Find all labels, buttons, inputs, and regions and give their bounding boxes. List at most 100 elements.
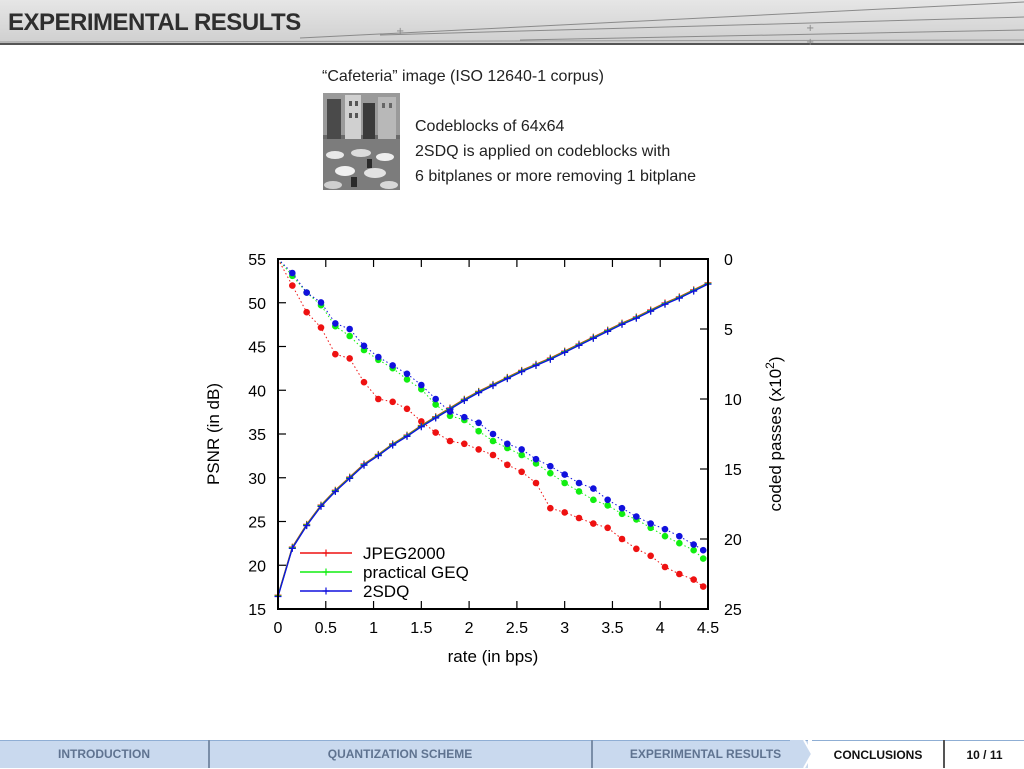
passes-point: [575, 514, 583, 522]
header-decoration: + + +: [0, 0, 1024, 46]
y-tick-label: 15: [248, 602, 266, 619]
description-line: 2SDQ is applied on codeblocks with: [415, 143, 671, 160]
passes-point: [647, 520, 654, 527]
psnr-point: [661, 300, 669, 308]
y2-tick-label: 5: [724, 322, 733, 339]
psnr-point: [417, 423, 425, 431]
psnr-point: [489, 382, 497, 390]
svg-text:+: +: [806, 37, 814, 46]
nav-separator: [591, 740, 593, 768]
passes-point: [418, 381, 425, 389]
passes-point: [561, 471, 568, 478]
passes-point: [303, 289, 310, 296]
x-tick-label: 3: [560, 620, 569, 637]
y-tick-label: 25: [248, 515, 266, 532]
passes-point: [432, 401, 439, 408]
y-tick-label: 55: [248, 252, 266, 269]
y2-tick-label: 15: [724, 462, 742, 479]
x-tick-label: 1.5: [410, 620, 432, 637]
x-axis-label: rate (in bps): [448, 647, 539, 666]
psnr-point: [561, 348, 569, 356]
psnr-point: [503, 375, 511, 383]
psnr-point: [374, 452, 382, 460]
passes-point: [332, 320, 339, 327]
slide-title: EXPERIMENTAL RESULTS: [8, 9, 301, 36]
x-tick-label: 2.5: [506, 620, 528, 637]
psnr-point: [317, 502, 325, 510]
passes-point: [389, 398, 396, 406]
footer-nav: INTRODUCTION QUANTIZATION SCHEME EXPERIM…: [0, 740, 1024, 768]
psnr-point: [618, 320, 626, 328]
passes-point: [690, 541, 697, 548]
passes-point: [403, 370, 411, 378]
passes-point: [346, 325, 353, 333]
psnr-point: [346, 474, 354, 482]
nav-conclusions[interactable]: CONCLUSIONS: [812, 740, 944, 768]
description-line: 6 bitplanes or more removing 1 bitplane: [415, 168, 697, 185]
passes-point: [676, 539, 683, 547]
nav-experimental-results[interactable]: EXPERIMENTAL RESULTS: [629, 747, 782, 761]
psnr-point: [446, 405, 454, 413]
y-tick-label: 20: [248, 558, 266, 575]
passes-point: [360, 378, 368, 386]
x-tick-label: 0.5: [315, 620, 337, 637]
passes-point: [389, 362, 396, 369]
y-tick-label: 50: [248, 296, 266, 313]
passes-point: [375, 353, 382, 361]
nav-quantization-scheme[interactable]: QUANTIZATION SCHEME: [327, 747, 473, 761]
svg-text:+: +: [396, 26, 404, 37]
legend-label: practical GEQ: [363, 563, 469, 582]
passes-point: [604, 502, 611, 509]
passes-point: [403, 405, 411, 413]
psnr-point: [475, 389, 483, 397]
passes-point: [547, 469, 554, 477]
passes-point: [590, 520, 597, 527]
psnr-point: [432, 414, 440, 422]
cafeteria-image-thumbnail: [323, 93, 400, 190]
passes-point: [618, 504, 626, 512]
psnr-point: [589, 334, 597, 342]
passes-point: [317, 299, 325, 306]
psnr-point: [303, 522, 311, 530]
x-tick-label: 4.5: [697, 620, 719, 637]
y2-tick-label: 10: [724, 392, 742, 409]
passes-point: [332, 350, 339, 358]
passes-point: [375, 395, 382, 403]
x-tick-label: 0: [274, 620, 283, 637]
psnr-point: [360, 461, 368, 469]
footer-nav-background: [0, 740, 808, 768]
passes-point: [403, 376, 411, 383]
passes-point: [360, 342, 368, 350]
psnr-point: [690, 287, 698, 295]
psnr-point: [546, 355, 554, 363]
x-tick-label: 3.5: [601, 620, 623, 637]
passes-point: [475, 419, 482, 427]
psnr-point: [532, 361, 540, 369]
passes-point: [432, 395, 439, 403]
slide-header: + + + EXPERIMENTAL RESULTS: [0, 0, 1024, 46]
passes-point: [532, 455, 540, 463]
legend-marker: [322, 587, 330, 595]
slide-description: Codeblocks of 64x64 2SDQ is applied on c…: [415, 114, 696, 189]
passes-point: [661, 525, 669, 533]
passes-point: [618, 510, 626, 518]
passes-point: [633, 513, 640, 520]
passes-point: [432, 429, 439, 436]
passes-point: [532, 479, 540, 487]
passes-point: [346, 355, 353, 362]
passes-point: [518, 468, 525, 476]
passes-point: [289, 269, 296, 277]
passes-point: [518, 446, 525, 453]
passes-point: [575, 479, 583, 487]
image-caption: “Cafeteria” image (ISO 12640-1 corpus): [322, 68, 604, 85]
psnr-point: [632, 314, 640, 322]
y2-tick-label: 0: [724, 252, 733, 269]
psnr-point: [575, 341, 583, 349]
passes-point: [547, 504, 554, 512]
x-tick-label: 2: [465, 620, 474, 637]
nav-introduction[interactable]: INTRODUCTION: [58, 747, 150, 761]
nav-separator: [943, 740, 945, 768]
passes-point: [661, 532, 669, 540]
passes-point: [575, 488, 583, 495]
